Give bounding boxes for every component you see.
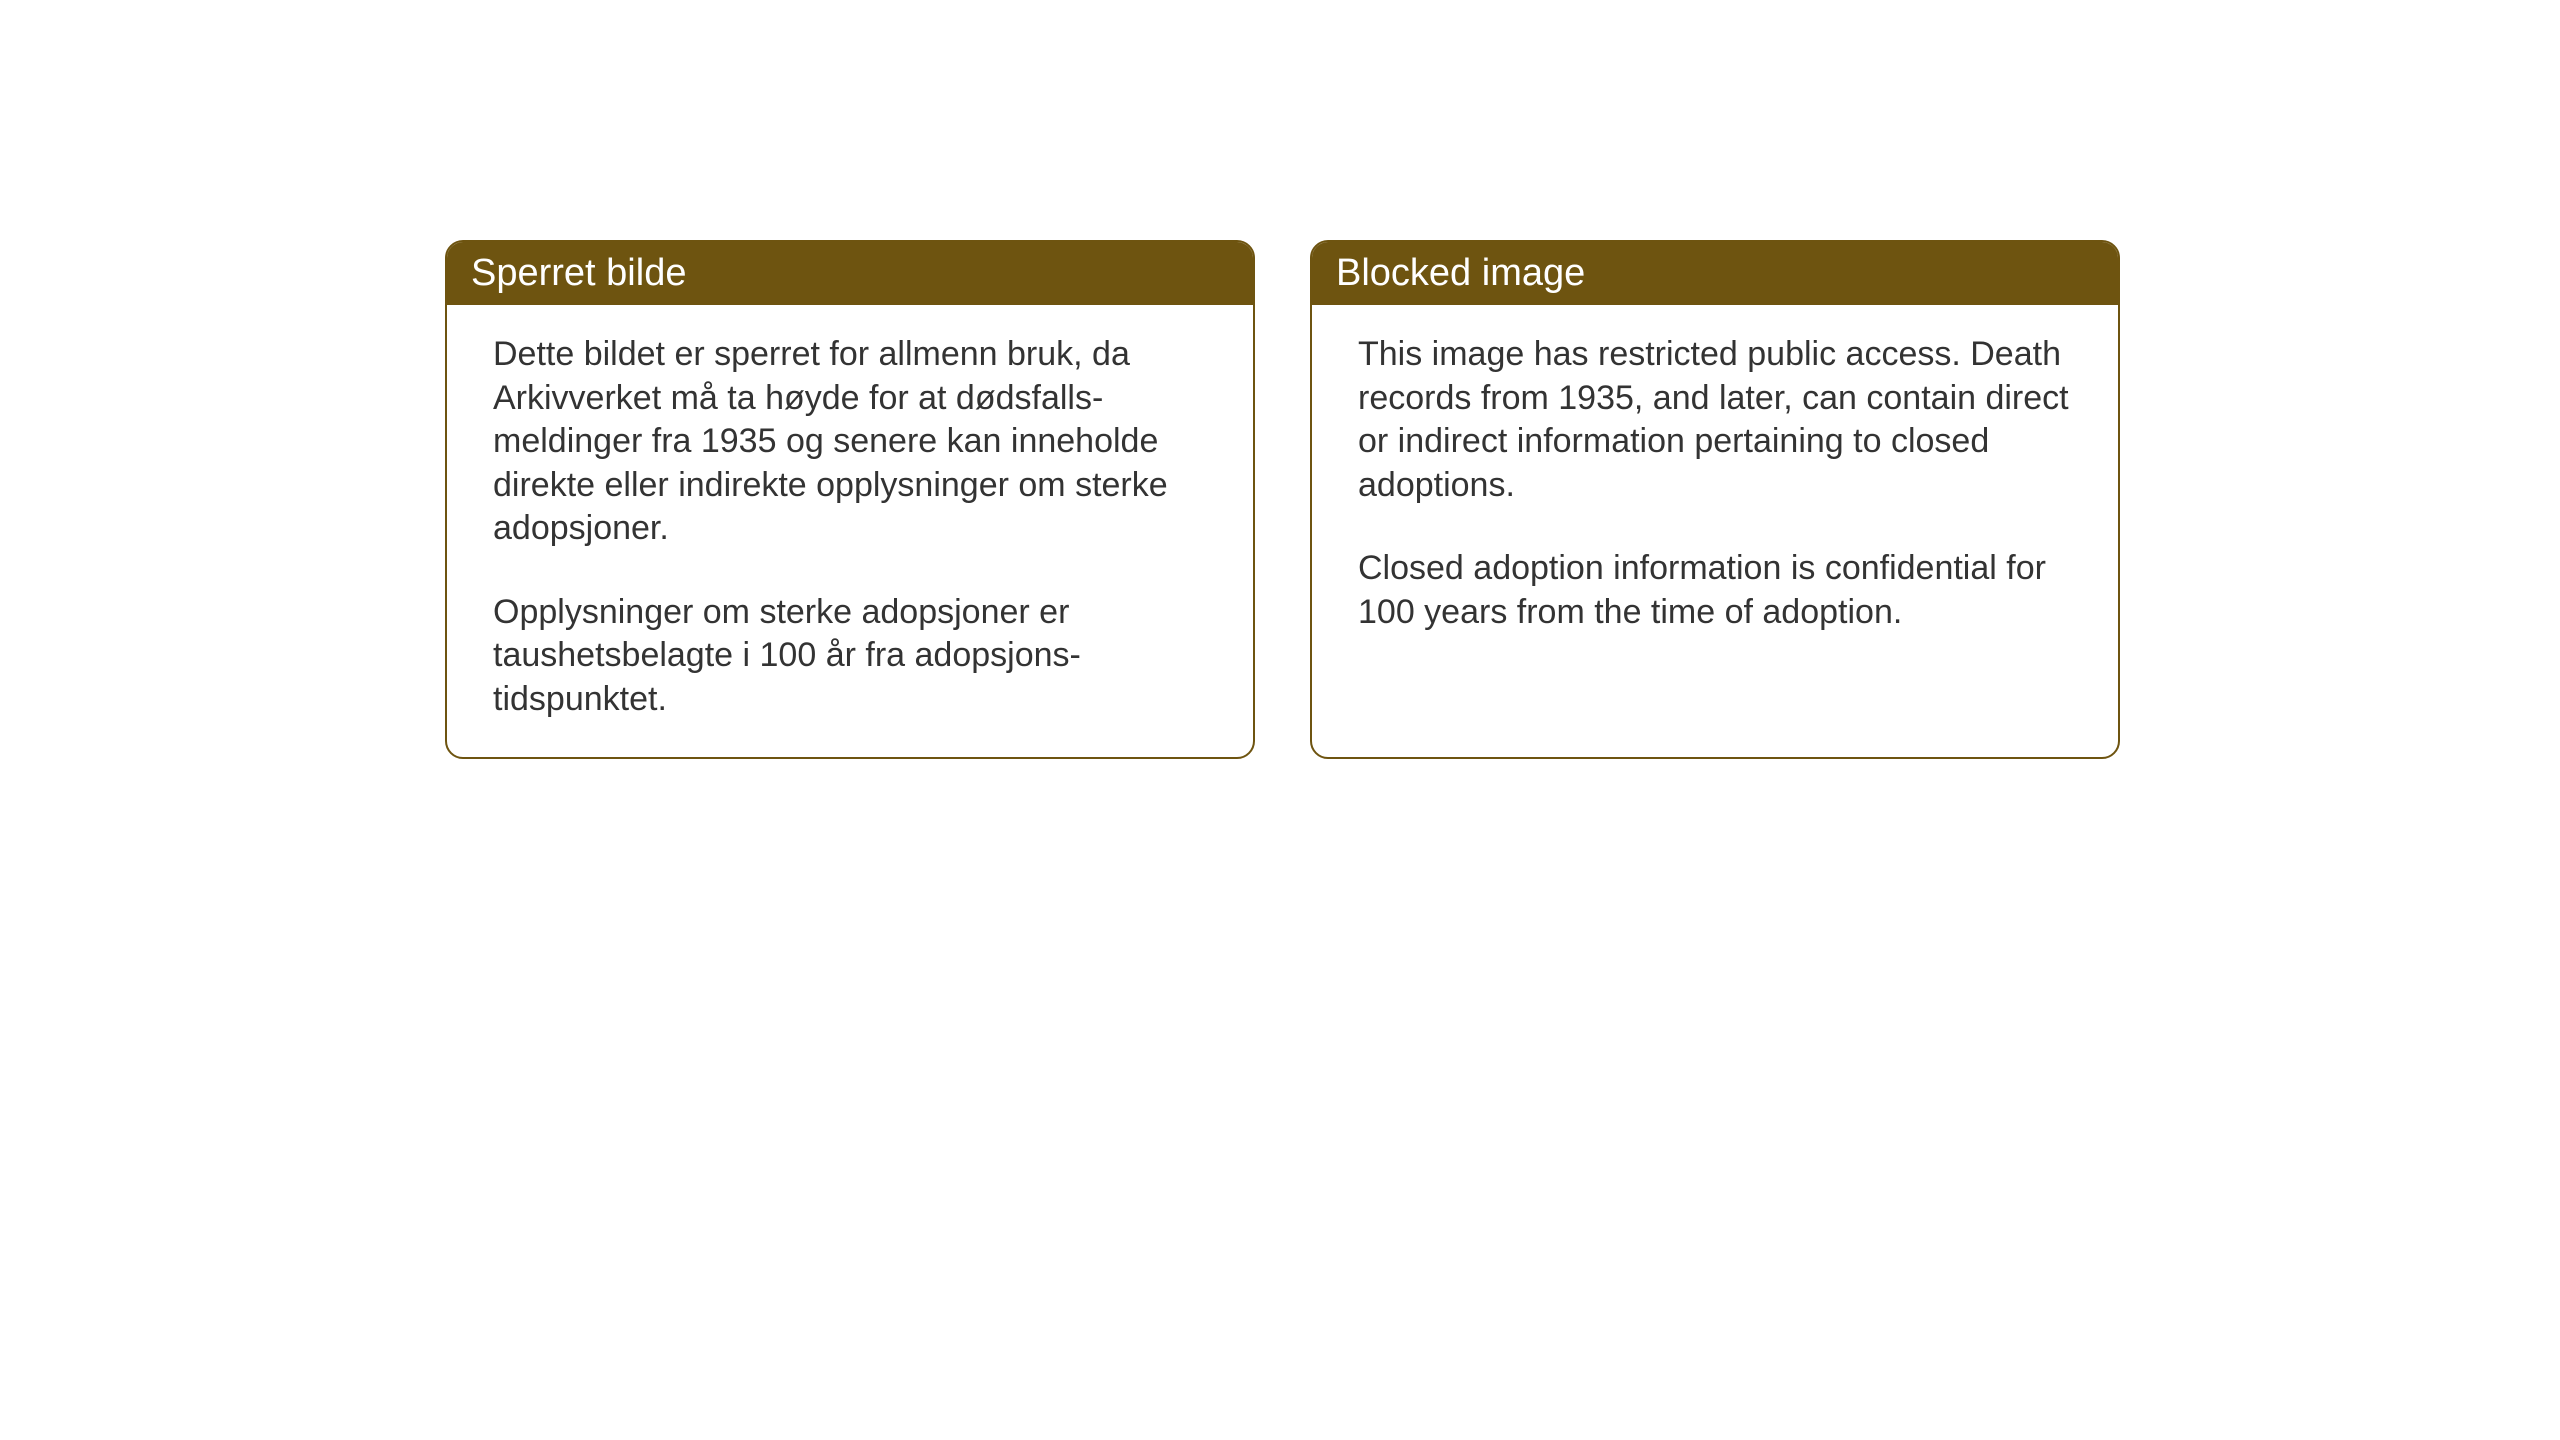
card-header: Sperret bilde (447, 242, 1253, 305)
card-paragraph: Dette bildet er sperret for allmenn bruk… (493, 333, 1207, 551)
card-paragraph: This image has restricted public access.… (1358, 333, 2072, 507)
notice-container: Sperret bilde Dette bildet er sperret fo… (445, 240, 2120, 759)
card-title: Blocked image (1336, 252, 1585, 294)
card-body: Dette bildet er sperret for allmenn bruk… (447, 305, 1253, 757)
notice-card-norwegian: Sperret bilde Dette bildet er sperret fo… (445, 240, 1255, 759)
card-body: This image has restricted public access.… (1312, 305, 2118, 725)
card-title: Sperret bilde (471, 252, 686, 294)
card-header: Blocked image (1312, 242, 2118, 305)
card-paragraph: Closed adoption information is confident… (1358, 547, 2072, 634)
card-paragraph: Opplysninger om sterke adopsjoner er tau… (493, 591, 1207, 722)
notice-card-english: Blocked image This image has restricted … (1310, 240, 2120, 759)
